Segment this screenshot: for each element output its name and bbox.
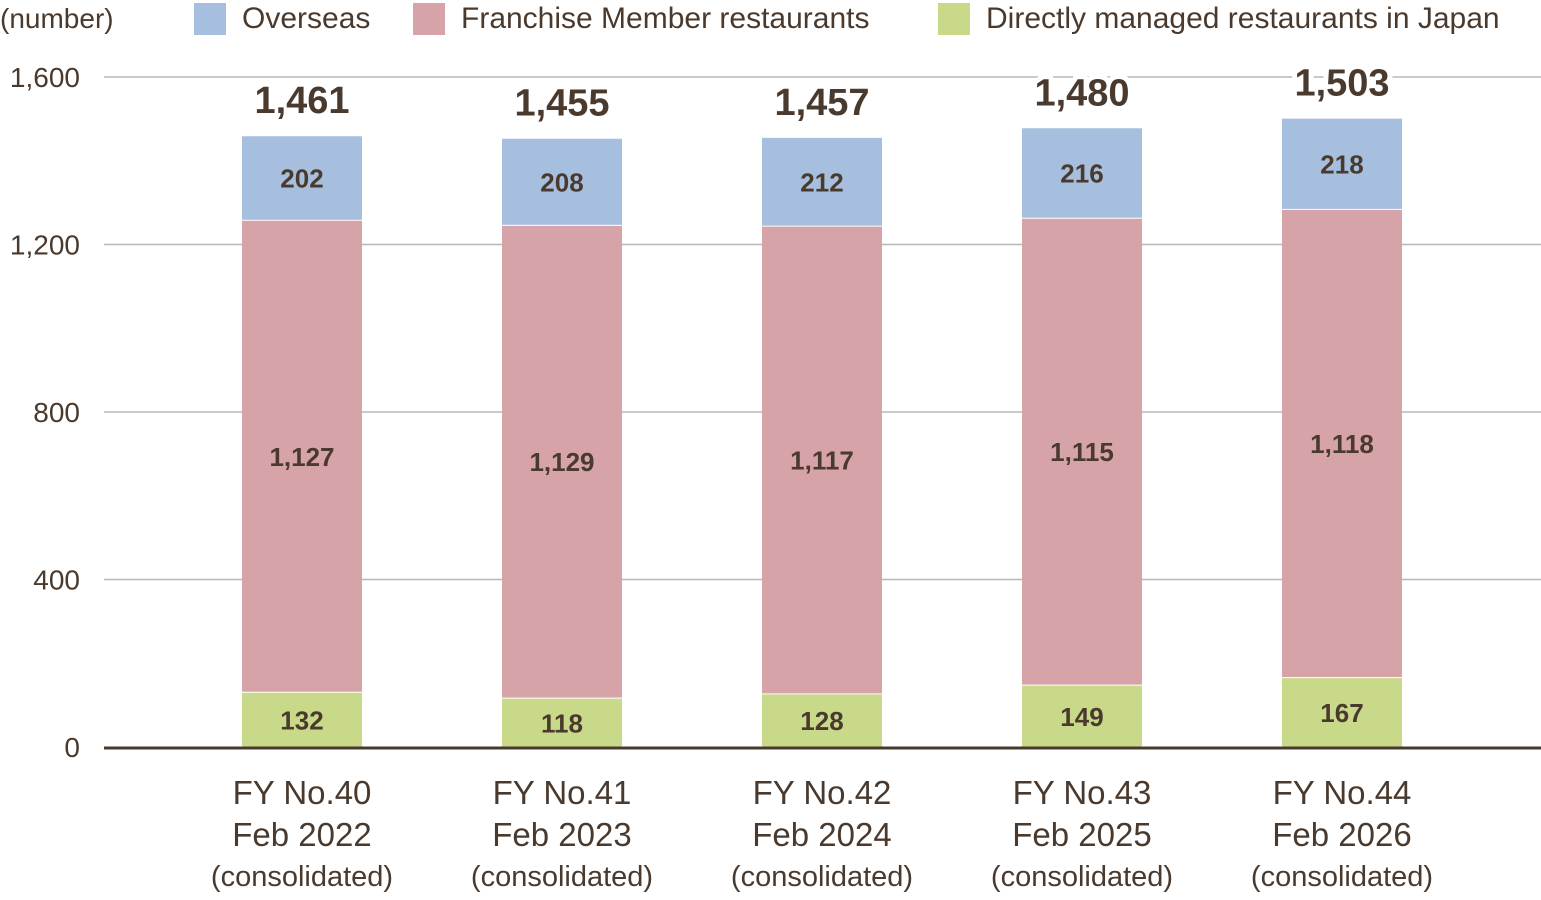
legend-label-overseas: Overseas xyxy=(242,2,371,35)
x-category-label-0-2: (consolidated) xyxy=(211,861,393,893)
bar-segment-4-0 xyxy=(1282,677,1402,747)
data-label-0-2: 202 xyxy=(280,164,323,194)
legend-label-directly-managed: Directly managed restaurants in Japan xyxy=(986,2,1500,35)
bar-segment-4-1 xyxy=(1282,208,1402,678)
x-category-label-4-1: Feb 2026 xyxy=(1272,816,1411,853)
data-label-1-1: 1,129 xyxy=(529,447,594,477)
data-label-4-1: 1,118 xyxy=(1310,429,1374,459)
legend-item-directly-managed: Directly managed restaurants in Japan xyxy=(938,0,1500,38)
bar-segment-2-2 xyxy=(762,136,882,226)
y-tick-label-1200: 1,200 xyxy=(10,230,80,261)
data-label-3-1: 1,115 xyxy=(1050,437,1114,467)
data-label-2-2: 212 xyxy=(800,167,843,197)
data-label-0-1: 1,127 xyxy=(269,442,334,472)
x-category-label-4-2: (consolidated) xyxy=(1251,861,1433,893)
bar-segment-2-1 xyxy=(762,225,882,694)
legend-swatch-overseas xyxy=(194,3,226,35)
legend-label-franchise: Franchise Member restaurants xyxy=(461,2,870,35)
total-label-4: 1,503 xyxy=(1294,63,1389,105)
data-label-4-2: 218 xyxy=(1320,149,1363,179)
data-label-0-0: 132 xyxy=(280,705,323,735)
x-category-label-2-1: Feb 2024 xyxy=(752,816,891,853)
bar-segment-3-1 xyxy=(1022,217,1142,685)
bar-segment-0-2 xyxy=(242,135,362,220)
x-category-label-1-0: FY No.41 xyxy=(493,774,632,811)
data-label-1-2: 208 xyxy=(540,167,583,197)
bar-segment-0-1 xyxy=(242,219,362,692)
x-category-label-0-1: Feb 2022 xyxy=(232,816,371,853)
x-category-label-3-0: FY No.43 xyxy=(1013,774,1152,811)
x-category-label-3-1: Feb 2025 xyxy=(1012,816,1151,853)
x-category-label-2-0: FY No.42 xyxy=(753,774,892,811)
x-category-label-4-0: FY No.44 xyxy=(1273,774,1412,811)
y-tick-label-0: 0 xyxy=(64,732,80,763)
data-label-3-2: 216 xyxy=(1060,158,1103,188)
bar-segment-0-0 xyxy=(242,691,362,747)
bar-segment-1-2 xyxy=(502,137,622,225)
data-label-2-0: 128 xyxy=(800,706,843,736)
total-label-1: 1,455 xyxy=(514,83,609,125)
data-label-4-0: 167 xyxy=(1320,698,1363,728)
total-label-3: 1,480 xyxy=(1034,72,1129,114)
bar-segment-4-2 xyxy=(1282,117,1402,209)
bar-segment-1-0 xyxy=(502,697,622,747)
y-tick-label-400: 400 xyxy=(33,565,80,596)
legend-swatch-franchise xyxy=(413,3,445,35)
y-tick-label-1600: 1,600 xyxy=(10,62,80,93)
total-label-0: 1,461 xyxy=(254,80,349,122)
data-label-2-1: 1,117 xyxy=(790,446,854,476)
bar-segment-1-1 xyxy=(502,224,622,698)
x-category-label-1-2: (consolidated) xyxy=(471,861,653,893)
bar-segment-2-0 xyxy=(762,693,882,747)
total-label-2: 1,457 xyxy=(774,82,869,124)
data-label-1-0: 118 xyxy=(541,708,583,738)
legend-swatch-directly-managed xyxy=(938,3,970,35)
y-tick-label-800: 800 xyxy=(33,397,80,428)
x-category-label-3-2: (consolidated) xyxy=(991,861,1173,893)
y-axis-unit-label: (number) xyxy=(0,3,114,34)
x-category-label-2-2: (consolidated) xyxy=(731,861,913,893)
bar-segment-3-2 xyxy=(1022,127,1142,218)
x-category-label-0-0: FY No.40 xyxy=(233,774,372,811)
legend-item-overseas: Overseas xyxy=(194,0,370,38)
x-category-label-1-1: Feb 2023 xyxy=(492,816,631,853)
legend-item-franchise: Franchise Member restaurants xyxy=(413,0,870,38)
bar-segment-3-0 xyxy=(1022,684,1142,747)
data-label-3-0: 149 xyxy=(1060,702,1103,732)
